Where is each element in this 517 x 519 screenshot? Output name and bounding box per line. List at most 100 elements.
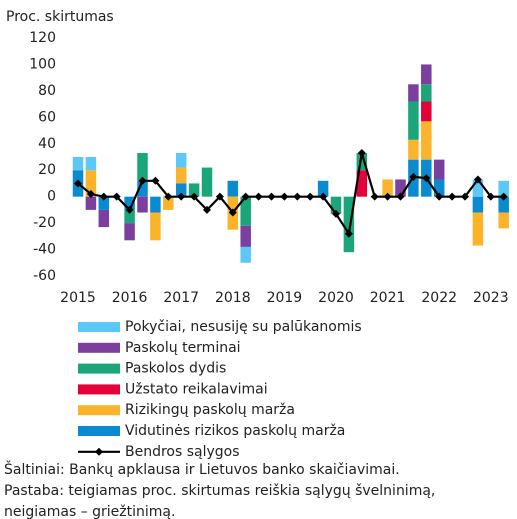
- x-tick-label: 2017: [163, 290, 199, 306]
- bar: [163, 196, 174, 210]
- bar: [240, 196, 251, 226]
- line-marker: [383, 192, 392, 201]
- legend-swatch: [78, 405, 120, 416]
- line-marker: [344, 229, 353, 238]
- bar: [85, 157, 97, 171]
- y-tick-label: 100: [29, 56, 56, 72]
- bar: [98, 209, 110, 228]
- line-marker: [370, 192, 379, 201]
- line-marker: [448, 192, 457, 201]
- line-marker: [203, 205, 211, 214]
- y-tick-label: -40: [33, 242, 56, 258]
- x-tick-label: 2020: [318, 290, 354, 306]
- x-tick-label: 2019: [267, 290, 303, 306]
- y-tick-label: 0: [47, 189, 56, 205]
- bar: [421, 64, 432, 85]
- bar: [356, 170, 368, 197]
- line-marker: [74, 179, 82, 188]
- line-marker: [215, 192, 224, 201]
- legend-label: Rizikingų paskolų marža: [125, 402, 295, 418]
- legend-swatch: [78, 363, 120, 374]
- bar: [498, 212, 509, 229]
- y-tick-label: 40: [38, 136, 56, 152]
- line-marker: [332, 209, 340, 218]
- y-tick-label: 60: [38, 109, 56, 125]
- bar: [240, 246, 251, 263]
- x-tick-label: 2021: [370, 290, 406, 306]
- bar: [421, 84, 432, 102]
- legend-label: Paskolų terminai: [125, 340, 241, 356]
- footnote: Šaltiniai: Bankų apklausa ir Lietuvos ba…: [4, 460, 400, 478]
- bar: [175, 153, 187, 168]
- line-marker: [254, 192, 263, 201]
- bar: [150, 212, 161, 241]
- line-marker: [190, 192, 199, 201]
- bar: [395, 179, 406, 197]
- footnote: Pastaba: teigiamas proc. skirtumas reišk…: [4, 483, 435, 499]
- bar: [98, 196, 110, 210]
- bar: [421, 121, 432, 160]
- x-tick-label: 2018: [215, 290, 251, 306]
- line-marker: [306, 192, 315, 201]
- bar: [421, 101, 432, 122]
- y-axis-label: Proc. skirtumas: [6, 9, 114, 25]
- legend-swatch: [78, 342, 120, 353]
- legend-swatch: [78, 384, 120, 395]
- bar: [124, 223, 135, 241]
- line-marker: [164, 192, 173, 201]
- line-marker: [396, 192, 405, 201]
- bar: [175, 183, 187, 197]
- legend-label: Paskolos dydis: [125, 361, 226, 377]
- line-marker: [228, 208, 237, 217]
- bar: [201, 167, 213, 197]
- y-tick-label: 80: [38, 83, 56, 99]
- bar: [433, 179, 445, 197]
- bar: [472, 196, 484, 213]
- bar: [356, 153, 368, 171]
- bar: [408, 84, 419, 102]
- line-marker: [138, 176, 147, 185]
- bar: [150, 196, 161, 213]
- bar: [408, 139, 419, 160]
- line-marker: [409, 172, 418, 181]
- footnote: neigiamas – griežtinimą.: [4, 504, 175, 519]
- bar: [188, 183, 200, 197]
- bar: [137, 153, 148, 181]
- legend-label: Vidutinės rizikos paskolų marža: [125, 423, 345, 439]
- line-marker: [319, 192, 328, 201]
- bar: [343, 196, 355, 253]
- bar: [72, 157, 84, 171]
- y-tick-label: 20: [38, 162, 56, 178]
- line-marker: [151, 176, 160, 185]
- bar: [498, 196, 509, 213]
- bar: [382, 179, 393, 197]
- legend-swatch: [95, 447, 103, 456]
- line-marker: [473, 175, 482, 184]
- line-marker: [112, 192, 121, 201]
- bar: [498, 180, 509, 197]
- bar: [330, 196, 342, 214]
- y-tick-label: 120: [29, 30, 56, 46]
- line-marker: [280, 192, 289, 201]
- bar: [472, 212, 484, 246]
- line-marker: [357, 149, 366, 158]
- line-marker: [241, 192, 250, 201]
- y-tick-label: -20: [33, 215, 56, 231]
- bar: [472, 179, 484, 197]
- bar: [137, 180, 148, 197]
- bar: [124, 196, 135, 210]
- y-tick-label: -60: [33, 268, 56, 284]
- legend-swatch: [78, 322, 120, 332]
- bar: [137, 196, 148, 213]
- bar: [227, 180, 239, 197]
- legend-label: Užstato reikalavimai: [125, 381, 268, 397]
- line-marker: [267, 192, 276, 201]
- line-marker: [486, 192, 495, 201]
- bar: [317, 180, 329, 197]
- line-marker: [293, 192, 302, 201]
- line: [77, 152, 504, 237]
- legend-label: Pokyčiai, nesusiję su palūkanomis: [125, 319, 362, 335]
- x-tick-label: 2016: [112, 290, 148, 306]
- line-marker: [125, 205, 134, 214]
